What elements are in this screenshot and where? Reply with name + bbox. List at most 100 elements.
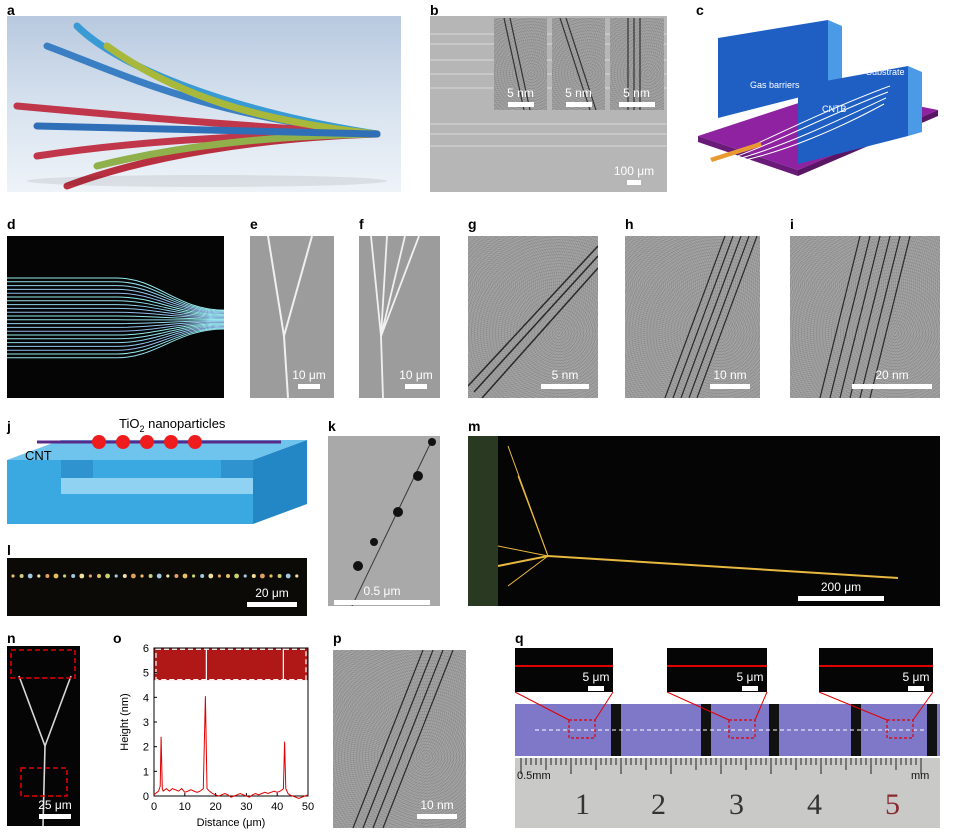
streamline-lines: [7, 277, 224, 359]
tem-inset-2: [552, 17, 605, 111]
nanoparticle-dot: [234, 573, 240, 579]
nanoparticle-dot: [182, 573, 188, 579]
y-tick-label: 1: [143, 766, 149, 778]
scale-bar-p: 10 nm: [411, 798, 463, 819]
y-tick-label: 5: [143, 668, 149, 680]
nanoparticle-dot: [285, 573, 291, 579]
panel-letter-k: k: [328, 418, 336, 434]
height-profile-line: [153, 696, 309, 800]
ruler-number-2: 2: [651, 788, 666, 821]
nanoparticle-dot: [79, 573, 85, 579]
scale-bar-b: 100 μm: [606, 164, 662, 185]
panel-l-dark-field-image: 20 μm: [7, 558, 307, 616]
x-tick-label: 40: [271, 801, 283, 813]
tem-inset-3: [610, 18, 664, 110]
scale-bar-e: 10 μm: [286, 368, 332, 389]
ruler-number-1: 1: [575, 788, 590, 821]
scale-bar-m: 200 μm: [796, 580, 886, 601]
panel-h-tem-image: 10 nm: [625, 236, 760, 398]
nanoparticle-dot: [71, 574, 76, 578]
scale-bar-b-inset-3: 5 nm: [614, 86, 659, 107]
streamline: [7, 324, 224, 340]
streamline: [7, 277, 224, 311]
nanoparticle-dot: [37, 574, 41, 578]
y-tick-label: 3: [143, 717, 149, 729]
ruler-label-right: mm: [911, 770, 930, 782]
panel-letter-n: n: [7, 630, 16, 646]
scale-bar-k: 0.5 μm: [332, 584, 432, 605]
x-tick-label: 50: [302, 801, 314, 813]
scale-bar-g: 5 nm: [538, 368, 592, 389]
substrate-label: Substrate: [866, 67, 905, 77]
nanoparticle-dot: [19, 574, 24, 578]
panel-letter-o: o: [113, 630, 122, 646]
ruler-number-3: 3: [729, 788, 744, 821]
wafer-and-ruler: [515, 648, 940, 828]
scale-bar-h: 10 nm: [703, 368, 757, 389]
panel-letter-j: j: [7, 418, 11, 434]
y-axis-label: Height (nm): [119, 693, 131, 750]
scale-bar-q-inset-2: 5 μm: [735, 670, 765, 691]
panel-letter-i: i: [790, 216, 794, 232]
streamline: [7, 322, 224, 332]
panel-letter-c: c: [696, 2, 704, 18]
nanoparticle-dot: [226, 574, 230, 578]
nanoparticle-dot: [166, 574, 170, 578]
panel-letter-p: p: [333, 630, 342, 646]
scale-bar-q-inset-3: 5 μm: [901, 670, 931, 691]
nanoparticle-dot: [11, 574, 15, 578]
streamline: [7, 307, 224, 318]
panel-c-gas-barrier-diagram: Gas barriers Substrate CNTB: [690, 18, 940, 188]
dark-field-bundle: [468, 436, 899, 606]
x-tick-label: 0: [151, 801, 157, 813]
panel-letter-b: b: [430, 2, 439, 18]
nanoparticle-dot: [260, 573, 265, 579]
y-tick-label: 6: [143, 643, 149, 655]
streamline: [7, 315, 224, 320]
nanoparticle-dot: [174, 574, 179, 578]
scale-bar-i: 20 nm: [848, 368, 936, 389]
scale-bar-b-inset-2: 5 nm: [556, 86, 601, 107]
nanoparticle-dot: [122, 574, 127, 578]
nanoparticle-dot: [45, 574, 50, 578]
scale-bar-f: 10 μm: [393, 368, 439, 389]
panel-n-dark-field-y-image: 25 μm: [7, 646, 80, 826]
nanoparticle-dot: [251, 574, 256, 578]
scale-bar-b-inset-1: 5 nm: [498, 86, 543, 107]
nanoparticle-dot: [27, 573, 33, 579]
panel-letter-q: q: [515, 630, 524, 646]
nanoparticle-dot: [53, 573, 59, 579]
streamline: [7, 325, 224, 347]
panel-letter-h: h: [625, 216, 634, 232]
nanoparticle-dot: [269, 574, 273, 578]
ruler-number-4: 4: [807, 788, 822, 821]
y-tick-label: 4: [143, 692, 149, 704]
nanoparticle-dot: [295, 574, 299, 578]
nanoparticle-dot: [140, 574, 144, 578]
panel-f-sem-multi-junction: 10 μm: [359, 236, 440, 398]
nanoparticle-dot: [105, 573, 110, 579]
panel-d-streamline-simulation: [7, 236, 224, 398]
streamline: [7, 300, 224, 316]
streamline: [7, 296, 224, 316]
panel-letter-d: d: [7, 216, 16, 232]
panel-letter-f: f: [359, 216, 364, 232]
streamline: [7, 311, 224, 319]
cnt-bundle-illustration: [13, 22, 387, 190]
panel-letter-m: m: [468, 418, 481, 434]
streamline: [7, 281, 224, 312]
nanoparticle-dot: [192, 574, 196, 578]
scale-bar-l: 20 μm: [243, 586, 301, 607]
x-tick-label: 30: [240, 801, 252, 813]
scale-bar-q-inset-1: 5 μm: [581, 670, 611, 691]
panel-a-nanotube-bundle-render: [7, 16, 401, 192]
panel-letter-l: l: [7, 542, 11, 558]
tio2-label: TiO2 nanoparticles: [119, 416, 226, 434]
nanoparticle-dots: [11, 573, 299, 579]
cntb-label: CNTB: [822, 104, 847, 114]
nanoparticle-dot: [88, 574, 92, 578]
streamline: [7, 326, 224, 351]
panel-b-sem-image: 5 nm 5 nm 5 nm 100 μm: [430, 16, 667, 192]
nanoparticle-dot: [114, 574, 118, 578]
streamline: [7, 320, 224, 325]
